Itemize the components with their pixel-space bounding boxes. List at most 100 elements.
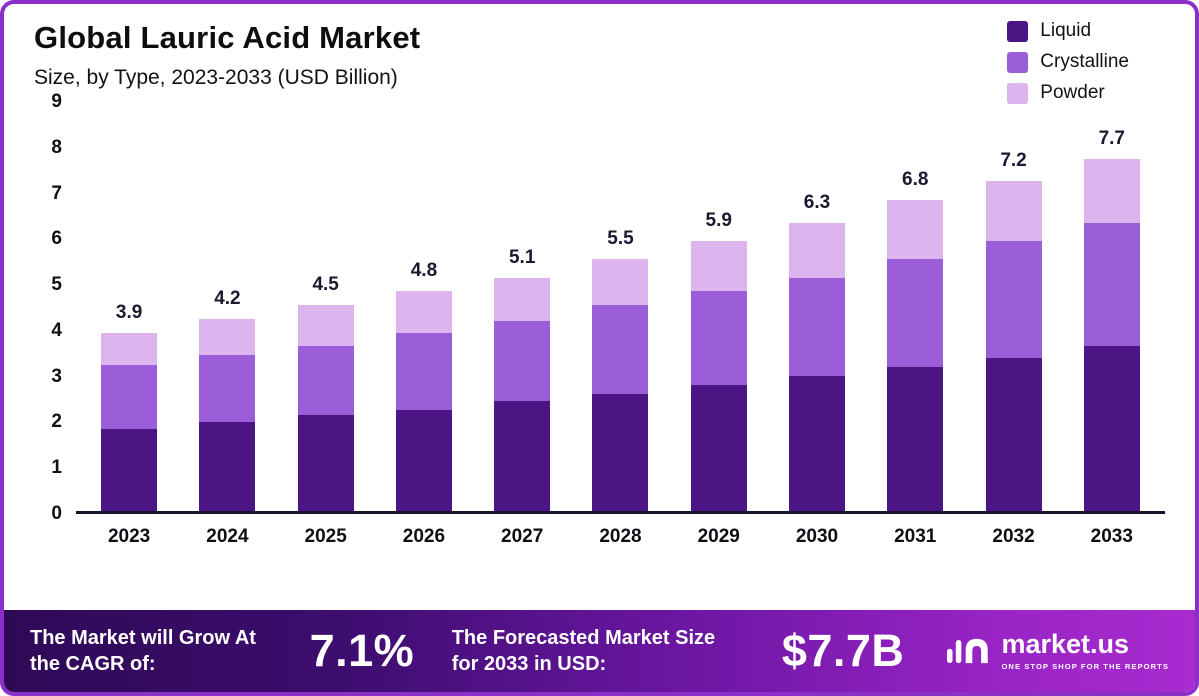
plot-row: 0 1 2 3 4 5 6 7 8 9 3.9 4.2 4.5 4.8 5.1 5.5 5.9 6.3 6.8 7.…: [34, 91, 1165, 548]
bar-stack: [788, 222, 845, 511]
bar-segment-powder: [985, 181, 1042, 241]
y-tick-label: 7: [51, 182, 62, 204]
bar-column: 6.3: [768, 192, 866, 511]
bar-segment-crystalline: [494, 321, 551, 402]
bar-segment-liquid: [690, 385, 747, 511]
bar-stack: [395, 291, 452, 511]
legend: Liquid Crystalline Powder: [1007, 20, 1129, 113]
bar-total-label: 7.2: [1000, 150, 1027, 172]
cagr-label: The Market will Grow At the CAGR of:: [30, 627, 256, 675]
legend-swatch-liquid: [1007, 20, 1029, 42]
bar-segment-liquid: [494, 401, 551, 511]
x-axis-label: 2032: [992, 526, 1035, 547]
x-axis-label: 2029: [697, 526, 740, 547]
bar-stack: [199, 318, 256, 511]
bar-segment-liquid: [297, 414, 354, 511]
footer-banner: The Market will Grow At the CAGR of: 7.1…: [4, 610, 1195, 692]
bar-column: 3.9: [80, 302, 178, 511]
bar-stack: [101, 332, 158, 511]
brand-tagline: ONE STOP SHOP FOR THE REPORTS: [1001, 662, 1170, 671]
x-axis-label: 2033: [1090, 526, 1133, 547]
bar-stack: [297, 305, 354, 511]
x-axis: 2023 2024 2025 2026 2027 2028 2029 2030 2031 2032…: [76, 526, 1165, 548]
bar-total-label: 3.9: [115, 301, 143, 323]
legend-item-crystalline: Crystalline: [1007, 51, 1129, 73]
bar-total-label: 5.9: [705, 209, 732, 231]
x-axis-label: 2023: [107, 526, 151, 547]
legend-swatch-powder: [1007, 82, 1029, 104]
bar-column: 6.8: [866, 169, 964, 511]
legend-swatch-crystalline: [1007, 51, 1029, 73]
brand-name: market.us: [1001, 629, 1130, 659]
legend-label: Powder: [1040, 82, 1105, 103]
x-axis-label: 2024: [206, 526, 249, 547]
y-tick-label: 2: [51, 411, 62, 433]
bar-total-label: 4.5: [312, 274, 339, 296]
cagr-value: 7.1%: [309, 625, 415, 676]
bar-stack: [985, 181, 1042, 511]
bar-column: 7.2: [964, 150, 1062, 511]
brand-text: market.us ONE STOP SHOP FOR THE REPORTS: [1001, 629, 1170, 672]
bar-segment-crystalline: [1083, 222, 1140, 347]
y-axis: 0 1 2 3 4 5 6 7 8 9: [34, 91, 76, 524]
bar-segment-crystalline: [199, 355, 256, 422]
bar-segment-liquid: [101, 428, 158, 511]
x-axis-label: 2025: [304, 526, 347, 547]
marketus-logo-icon: [947, 638, 989, 664]
bar-column: 4.2: [178, 288, 276, 511]
bar-segment-liquid: [1083, 346, 1140, 511]
chart-title: Global Lauric Acid Market: [34, 20, 421, 55]
forecast-value: $7.7B: [781, 625, 905, 676]
x-axis-label: 2030: [795, 526, 839, 547]
bar-segment-crystalline: [788, 277, 845, 376]
bar-segment-crystalline: [690, 291, 747, 386]
bar-stack: [494, 277, 551, 511]
bar-total-label: 6.8: [902, 168, 929, 190]
y-tick-label: 9: [51, 91, 62, 112]
bar-stack: [592, 259, 649, 511]
plot-area: 3.9 4.2 4.5 4.8 5.1 5.5 5.9 6.3 6.8 7.2 7.7: [76, 102, 1165, 514]
bar-segment-crystalline: [887, 259, 944, 367]
x-axis-label: 2027: [501, 526, 544, 547]
x-axis-label: 2026: [402, 526, 446, 547]
bar-total-label: 5.1: [508, 246, 536, 268]
bar-segment-powder: [395, 291, 452, 333]
bar-total-label: 4.8: [410, 260, 438, 282]
bar-segment-powder: [592, 259, 649, 306]
chart-section: Global Lauric Acid Market Size, by Type,…: [4, 4, 1195, 610]
bar-total-label: 7.7: [1098, 127, 1125, 149]
bar-segment-powder: [199, 318, 256, 356]
legend-item-powder: Powder: [1007, 82, 1129, 104]
bar-segment-crystalline: [592, 305, 649, 395]
y-tick-label: 3: [51, 365, 62, 387]
y-tick-label: 5: [51, 274, 62, 296]
bar-column: 5.5: [571, 228, 669, 511]
bar-total-label: 6.3: [803, 191, 831, 213]
y-tick-label: 4: [51, 319, 62, 341]
bar-stack: [887, 199, 944, 511]
bar-segment-powder: [690, 240, 747, 292]
bar-segment-liquid: [395, 410, 452, 511]
forecast-label: The Forecasted Market Size for 2033 in U…: [451, 627, 716, 675]
bar-segment-liquid: [199, 421, 256, 511]
legend-label: Liquid: [1040, 20, 1092, 41]
y-tick-label: 8: [51, 136, 62, 158]
bar-segment-powder: [788, 222, 845, 278]
bar-segment-liquid: [887, 366, 944, 511]
bar-segment-powder: [297, 305, 354, 347]
bar-column: 5.9: [670, 210, 768, 511]
bar-column: 4.8: [375, 260, 473, 511]
bar-column: 4.5: [277, 274, 375, 511]
y-tick-label: 1: [51, 457, 62, 479]
bar-segment-liquid: [592, 394, 649, 511]
bar-segment-liquid: [788, 376, 845, 511]
bar-segment-crystalline: [297, 346, 354, 415]
x-axis-label: 2031: [894, 526, 937, 547]
bar-segment-powder: [887, 199, 944, 260]
bar-segment-crystalline: [101, 364, 158, 429]
y-tick-label: 6: [51, 228, 62, 250]
bar-segment-powder: [494, 277, 551, 322]
bar-total-label: 4.2: [214, 287, 241, 309]
chart-subtitle: Size, by Type, 2023-2033 (USD Billion): [34, 66, 398, 89]
